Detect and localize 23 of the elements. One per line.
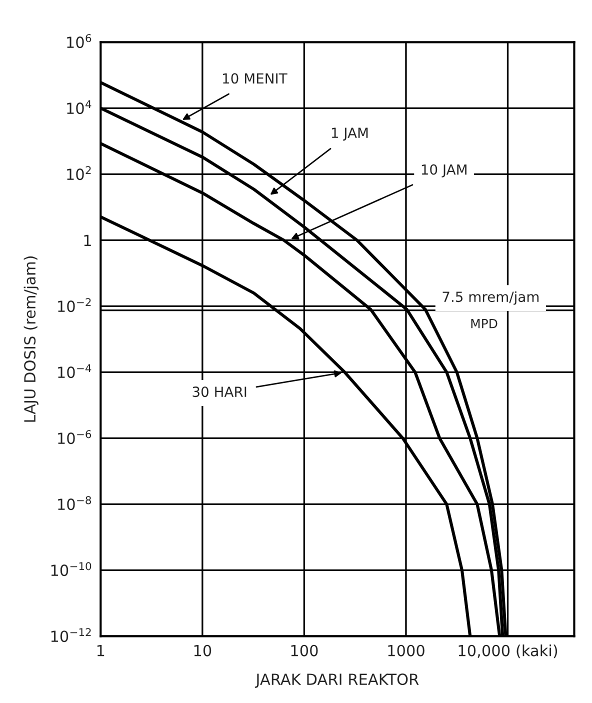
y-axis-title: LAJU DOSIS (rem/jam): [24, 256, 39, 422]
y-tick-label: 10$^{2}$: [67, 166, 91, 180]
x-tick-label: 1: [97, 645, 104, 656]
x-tick-label: 1000: [388, 644, 424, 656]
annotation: 10 MENIT: [223, 73, 288, 84]
annotation: 1 JAM: [332, 128, 368, 141]
x-tick-label: 10: [194, 644, 212, 656]
y-tick-label: 10$^{−8}$: [58, 496, 92, 510]
y-tick-label: 10$^{−10}$: [51, 562, 92, 576]
y-tick-label: 1: [84, 234, 91, 246]
y-tick-label: 10$^{−12}$: [51, 628, 91, 642]
x-tick-label: 100: [291, 644, 318, 656]
annotation: MPD: [471, 319, 498, 328]
y-tick-label: 10$^{−4}$: [58, 364, 92, 378]
y-tick-label: 10$^{−2}$: [58, 298, 91, 312]
x-tick-label: 10,000 (kaki): [458, 644, 558, 658]
y-tick-label: 10$^{−6}$: [58, 430, 92, 444]
annotation: 30 HARI: [192, 386, 246, 398]
y-tick-label: 10$^{4}$: [67, 100, 92, 114]
ref-line-label: 7.5 mrem/jam: [442, 291, 539, 305]
annotation: 10 JAM: [422, 164, 466, 178]
x-axis-title: JARAK DARI REAKTOR: [254, 673, 419, 688]
y-tick-label: 10$^{6}$: [67, 34, 92, 48]
